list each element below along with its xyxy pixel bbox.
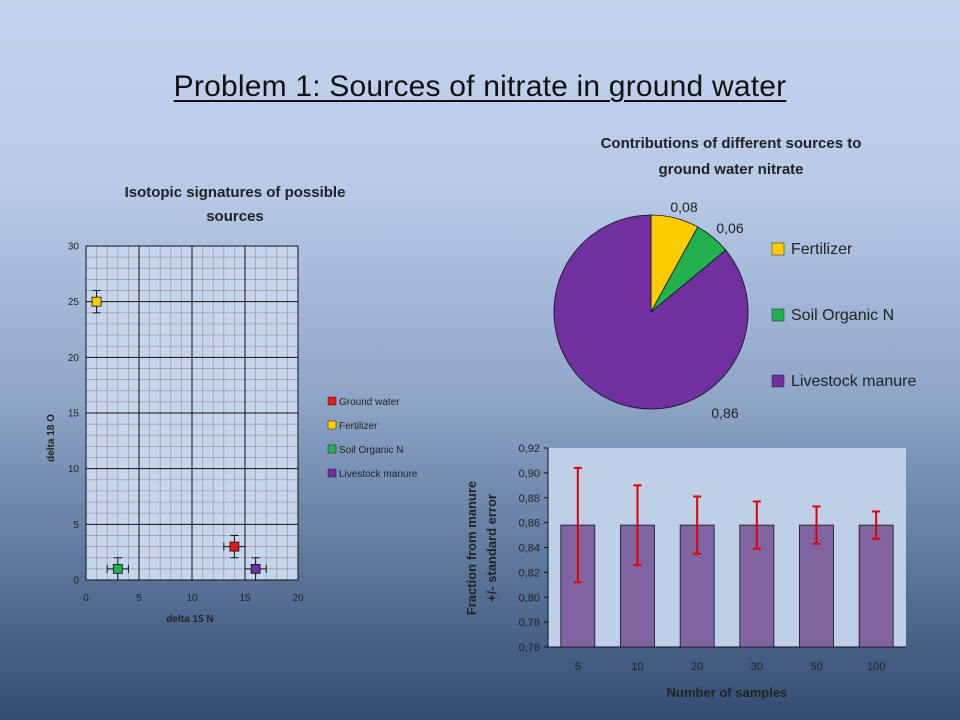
scatter-legend-label: Ground water	[339, 397, 400, 408]
scatter-chart: Isotopic signatures of possible sources 0 5…	[46, 184, 418, 625]
scatter-legend-label: Fertilizer	[339, 421, 378, 432]
pie-legend-label: Soil Organic N	[791, 307, 894, 324]
bar-x-tick-label: 30	[751, 661, 763, 673]
scatter-title: sources	[206, 208, 264, 225]
pie-legend: Fertilizer Soil Organic N Livestock manure	[771, 241, 916, 390]
scatter-gridlines	[85, 245, 299, 581]
bar-y-tick-label: 0,86	[519, 518, 540, 530]
scatter-y-tick-label: 30	[68, 242, 80, 253]
scatter-x-tick-label: 5	[136, 593, 142, 604]
scatter-x-tick-label: 10	[186, 593, 198, 604]
bar	[858, 524, 894, 648]
pie-legend-swatch	[771, 242, 785, 256]
bar-y-tick-label: 0,78	[519, 617, 540, 629]
scatter-legend-swatch	[327, 396, 337, 406]
pie-data-label: 0,86	[711, 405, 738, 421]
bar-chart: 0,76 0,78 0,80 0,82 0,84 0,86 0,88 0,90 0,92 5 10 2…	[464, 443, 906, 700]
scatter-point	[229, 541, 240, 552]
scatter-legend-label: Soil Organic N	[339, 445, 403, 456]
scatter-point-group	[91, 290, 102, 314]
bar-y-tick-label: 0,88	[519, 493, 540, 505]
bar-x-tick-label: 10	[631, 661, 643, 673]
pie-legend-swatch	[771, 374, 785, 388]
bar-x-axis-label: Number of samples	[667, 685, 788, 700]
pie-legend-swatch	[771, 308, 785, 322]
scatter-y-tick-label: 25	[68, 297, 80, 308]
scatter-x-tick-label: 15	[239, 593, 251, 604]
scatter-legend-swatch	[327, 468, 337, 478]
scatter-point	[112, 563, 123, 574]
scatter-legend-label: Livestock manure	[339, 469, 418, 480]
scatter-point-group	[106, 557, 129, 581]
pie-legend-label: Fertilizer	[791, 241, 853, 258]
scatter-title: Isotopic signatures of possible	[125, 184, 346, 201]
bar-y-tick-label: 0,92	[519, 443, 540, 455]
scatter-y-tick-label: 5	[73, 520, 79, 531]
pie-data-label: 0,06	[716, 220, 743, 236]
bar-y-axis-label: +/- standard error	[484, 494, 499, 602]
bar-x-tick-label: 5	[575, 661, 581, 673]
pie-chart: Contributions of different sources to gro…	[553, 135, 916, 421]
pie-slice	[553, 214, 749, 410]
pie-title: ground water nitrate	[658, 161, 803, 178]
scatter-legend-swatch	[327, 420, 337, 430]
scatter-point-group	[244, 557, 267, 581]
bar-y-tick-label: 0,80	[519, 592, 540, 604]
scatter-point	[91, 296, 102, 307]
bar-y-tick-label: 0,90	[519, 468, 540, 480]
scatter-x-tick-label: 20	[292, 593, 304, 604]
bar-x-tick-label: 100	[867, 661, 885, 673]
scatter-y-tick-label: 0	[73, 576, 79, 587]
bar-y-tick-label: 0,76	[519, 642, 540, 654]
scatter-x-tick-label: 0	[83, 593, 89, 604]
pie-data-label: 0,08	[670, 199, 697, 215]
scatter-y-tick-label: 10	[68, 464, 80, 475]
bar-plot-area	[548, 448, 906, 647]
scatter-x-axis-label: delta 15 N	[166, 614, 213, 625]
bar-x-tick-label: 50	[810, 661, 822, 673]
scatter-point-group	[223, 534, 246, 559]
pie-legend-label: Livestock manure	[791, 373, 916, 390]
scatter-point	[250, 563, 261, 574]
scatter-y-tick-label: 20	[68, 353, 80, 364]
scatter-y-axis-label: delta 18 O	[46, 414, 57, 462]
scatter-y-tick-label: 15	[68, 409, 80, 420]
bar-y-tick-label: 0,82	[519, 567, 540, 579]
scatter-plot-border	[85, 245, 299, 581]
bar-y-tick-label: 0,84	[519, 543, 540, 555]
scatter-legend-swatch	[327, 444, 337, 454]
scatter-legend: Ground water Fertilizer Soil Organic N Live…	[327, 396, 418, 480]
pie-title: Contributions of different sources to	[601, 135, 862, 152]
bar-y-axis-label: Fraction from manure	[464, 481, 479, 615]
slide-title: Problem 1: Sources of nitrate in ground …	[173, 70, 787, 103]
bar-x-tick-label: 20	[691, 661, 703, 673]
